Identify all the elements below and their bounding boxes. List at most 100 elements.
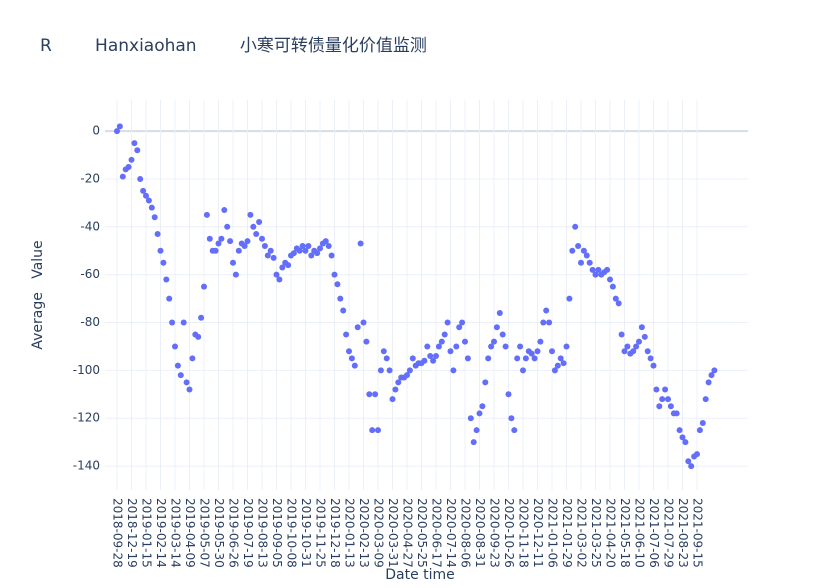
point <box>395 379 402 386</box>
x-tick-label: 2021-01-29 <box>560 498 574 568</box>
point <box>679 434 686 441</box>
point <box>143 192 149 199</box>
point <box>546 319 553 326</box>
x-tick-label: 2019-09-05 <box>270 498 284 568</box>
point <box>256 219 263 226</box>
x-tick-label: 2019-10-31 <box>299 498 313 568</box>
point <box>253 230 260 237</box>
x-tick-label: 2019-05-07 <box>198 498 212 568</box>
x-tick-label: 2021-01-06 <box>546 498 560 568</box>
point <box>317 245 323 252</box>
x-tick-label: 2021-09-15 <box>691 498 705 568</box>
point <box>575 242 582 249</box>
y-tick-label: -140 <box>73 459 100 473</box>
x-tick-label: 2019-08-13 <box>256 498 270 568</box>
point <box>290 250 297 257</box>
y-tick-label: -40 <box>80 219 100 233</box>
point <box>421 357 428 364</box>
x-tick-label: 2021-06-10 <box>633 498 647 568</box>
point <box>641 333 648 340</box>
point <box>476 410 483 417</box>
point <box>241 242 248 249</box>
point <box>531 355 538 362</box>
point <box>119 173 126 180</box>
point <box>685 458 692 465</box>
point <box>380 348 387 355</box>
point <box>456 324 463 331</box>
point <box>537 338 544 345</box>
point <box>177 372 184 379</box>
point <box>163 276 170 283</box>
x-tick-label: 2020-03-31 <box>386 498 400 568</box>
point <box>511 427 518 434</box>
point <box>595 266 602 273</box>
point <box>375 427 381 434</box>
point <box>557 355 564 362</box>
point <box>157 247 164 254</box>
point <box>705 379 712 386</box>
point <box>174 362 181 369</box>
point <box>464 355 471 362</box>
point <box>172 343 178 350</box>
point <box>273 271 280 278</box>
point <box>360 319 367 326</box>
point <box>267 247 274 254</box>
point <box>621 348 628 355</box>
x-tick-label: 2020-09-23 <box>488 498 502 568</box>
point <box>166 295 173 302</box>
point <box>708 372 715 379</box>
point <box>609 283 616 290</box>
point <box>325 242 332 249</box>
point <box>554 362 561 369</box>
point <box>377 367 384 374</box>
point <box>134 147 141 154</box>
point <box>647 355 654 362</box>
point <box>673 410 680 417</box>
marks <box>114 123 718 470</box>
point <box>473 427 480 434</box>
x-axis-title: Date time <box>385 567 455 583</box>
point <box>116 123 123 130</box>
point <box>189 355 196 362</box>
point <box>215 240 222 247</box>
y-tick-label: -80 <box>80 315 100 329</box>
x-tick-label: 2019-06-26 <box>227 498 241 568</box>
point <box>467 415 474 422</box>
point <box>212 247 219 254</box>
point <box>357 240 364 247</box>
point <box>392 386 399 393</box>
point <box>348 355 355 362</box>
point <box>259 235 265 242</box>
point <box>491 338 497 345</box>
point <box>160 259 167 266</box>
point <box>630 348 637 355</box>
point <box>688 463 695 470</box>
point <box>438 338 445 345</box>
point <box>145 197 152 204</box>
point <box>633 343 640 350</box>
point <box>638 324 645 331</box>
point <box>711 367 718 374</box>
y-tick-label: -120 <box>73 411 100 425</box>
point <box>154 230 161 237</box>
point <box>520 367 526 374</box>
point <box>636 338 642 345</box>
point <box>435 343 442 350</box>
point <box>351 362 358 369</box>
point <box>354 324 361 331</box>
point <box>221 207 228 214</box>
point <box>270 254 277 261</box>
x-tick-label: 2020-01-13 <box>343 498 357 568</box>
x-tick-label: 2019-03-14 <box>169 498 183 568</box>
point <box>369 427 376 434</box>
point <box>180 319 187 326</box>
point <box>299 242 306 249</box>
point <box>696 427 703 434</box>
x-tick-label: 2019-11-25 <box>314 498 328 568</box>
point <box>334 281 341 288</box>
point <box>656 403 663 410</box>
point <box>522 355 529 362</box>
x-tick-label: 2019-04-09 <box>183 498 197 568</box>
point <box>444 319 451 326</box>
